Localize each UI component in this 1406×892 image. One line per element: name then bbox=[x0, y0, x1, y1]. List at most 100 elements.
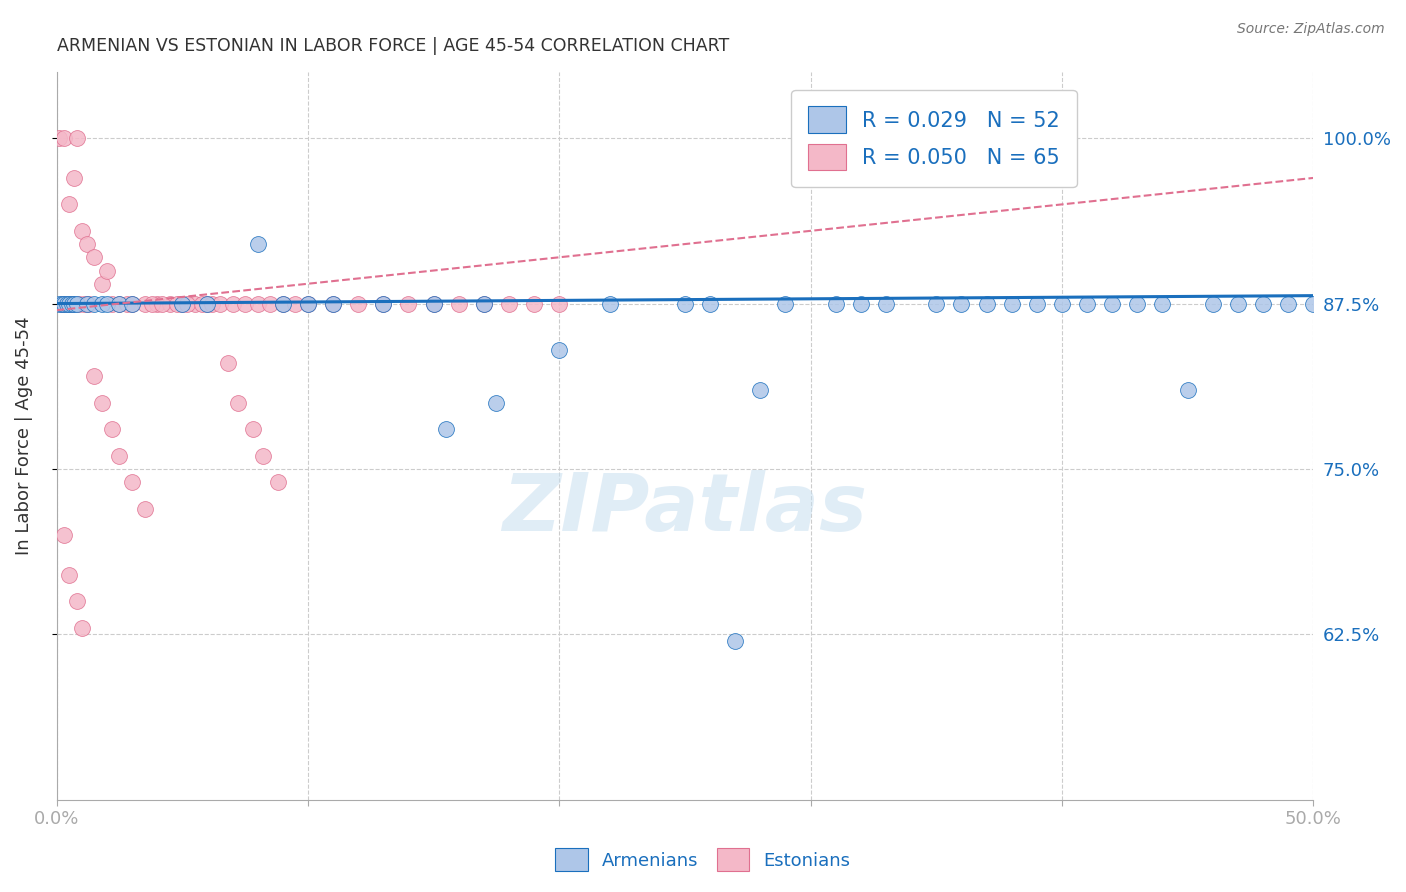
Point bbox=[108, 296, 131, 310]
Point bbox=[1050, 296, 1073, 310]
Point bbox=[246, 296, 269, 310]
Point bbox=[197, 296, 219, 310]
Point bbox=[297, 296, 319, 310]
Point bbox=[775, 296, 797, 310]
Point bbox=[101, 422, 124, 436]
Point bbox=[90, 396, 112, 410]
Point bbox=[749, 383, 772, 397]
Point bbox=[67, 296, 90, 310]
Point bbox=[422, 296, 444, 310]
Point bbox=[233, 296, 256, 310]
Point bbox=[121, 296, 143, 310]
Point bbox=[90, 277, 112, 291]
Point bbox=[184, 296, 207, 310]
Point bbox=[875, 296, 897, 310]
Point bbox=[849, 296, 872, 310]
Text: ZIPatlas: ZIPatlas bbox=[502, 469, 868, 548]
Point bbox=[63, 296, 86, 310]
Point bbox=[108, 449, 131, 463]
Point bbox=[548, 343, 571, 357]
Point bbox=[58, 296, 80, 310]
Point bbox=[208, 296, 231, 310]
Point bbox=[1001, 296, 1024, 310]
Point bbox=[66, 594, 89, 608]
Point bbox=[76, 296, 98, 310]
Point bbox=[60, 296, 83, 310]
Point bbox=[1126, 296, 1149, 310]
Point bbox=[53, 131, 76, 145]
Point bbox=[284, 296, 307, 310]
Point bbox=[347, 296, 370, 310]
Point bbox=[176, 296, 198, 310]
Legend: R = 0.029   N = 52, R = 0.050   N = 65: R = 0.029 N = 52, R = 0.050 N = 65 bbox=[792, 90, 1077, 187]
Point bbox=[373, 296, 395, 310]
Point bbox=[498, 296, 520, 310]
Point bbox=[79, 296, 101, 310]
Point bbox=[197, 296, 219, 310]
Point bbox=[55, 296, 77, 310]
Point bbox=[58, 567, 80, 582]
Point bbox=[1025, 296, 1047, 310]
Point bbox=[121, 296, 143, 310]
Point bbox=[673, 296, 696, 310]
Point bbox=[51, 296, 73, 310]
Point bbox=[48, 131, 70, 145]
Point bbox=[172, 296, 194, 310]
Point bbox=[271, 296, 294, 310]
Point bbox=[221, 296, 243, 310]
Point bbox=[322, 296, 344, 310]
Point bbox=[217, 356, 239, 370]
Point bbox=[226, 396, 249, 410]
Point bbox=[800, 131, 823, 145]
Point bbox=[523, 296, 546, 310]
Point bbox=[96, 296, 118, 310]
Point bbox=[297, 296, 319, 310]
Point bbox=[699, 296, 721, 310]
Point bbox=[48, 296, 70, 310]
Point bbox=[976, 296, 998, 310]
Point bbox=[201, 296, 224, 310]
Point bbox=[434, 422, 457, 436]
Point bbox=[70, 621, 93, 635]
Point bbox=[398, 296, 420, 310]
Point bbox=[76, 237, 98, 252]
Point bbox=[90, 296, 112, 310]
Point bbox=[83, 369, 105, 384]
Point bbox=[60, 296, 83, 310]
Point bbox=[73, 296, 96, 310]
Text: Source: ZipAtlas.com: Source: ZipAtlas.com bbox=[1237, 22, 1385, 37]
Point bbox=[191, 296, 214, 310]
Point bbox=[242, 422, 264, 436]
Point bbox=[422, 296, 444, 310]
Point bbox=[51, 296, 73, 310]
Point bbox=[950, 296, 973, 310]
Point bbox=[166, 296, 188, 310]
Point bbox=[1277, 296, 1299, 310]
Point bbox=[141, 296, 163, 310]
Point bbox=[472, 296, 495, 310]
Point bbox=[66, 296, 89, 310]
Point bbox=[53, 296, 76, 310]
Point bbox=[134, 296, 156, 310]
Point bbox=[824, 296, 846, 310]
Point bbox=[1076, 296, 1098, 310]
Point bbox=[252, 449, 274, 463]
Y-axis label: In Labor Force | Age 45-54: In Labor Force | Age 45-54 bbox=[15, 317, 32, 555]
Text: ARMENIAN VS ESTONIAN IN LABOR FORCE | AGE 45-54 CORRELATION CHART: ARMENIAN VS ESTONIAN IN LABOR FORCE | AG… bbox=[56, 37, 728, 55]
Point bbox=[1302, 296, 1324, 310]
Point bbox=[63, 170, 86, 185]
Point bbox=[101, 296, 124, 310]
Point bbox=[1101, 296, 1123, 310]
Point bbox=[96, 263, 118, 277]
Point bbox=[1177, 383, 1199, 397]
Point bbox=[548, 296, 571, 310]
Point bbox=[150, 296, 173, 310]
Point bbox=[267, 475, 290, 489]
Point bbox=[485, 396, 508, 410]
Point bbox=[259, 296, 281, 310]
Point bbox=[108, 296, 131, 310]
Point bbox=[322, 296, 344, 310]
Point bbox=[599, 296, 621, 310]
Point bbox=[115, 296, 138, 310]
Point bbox=[83, 296, 105, 310]
